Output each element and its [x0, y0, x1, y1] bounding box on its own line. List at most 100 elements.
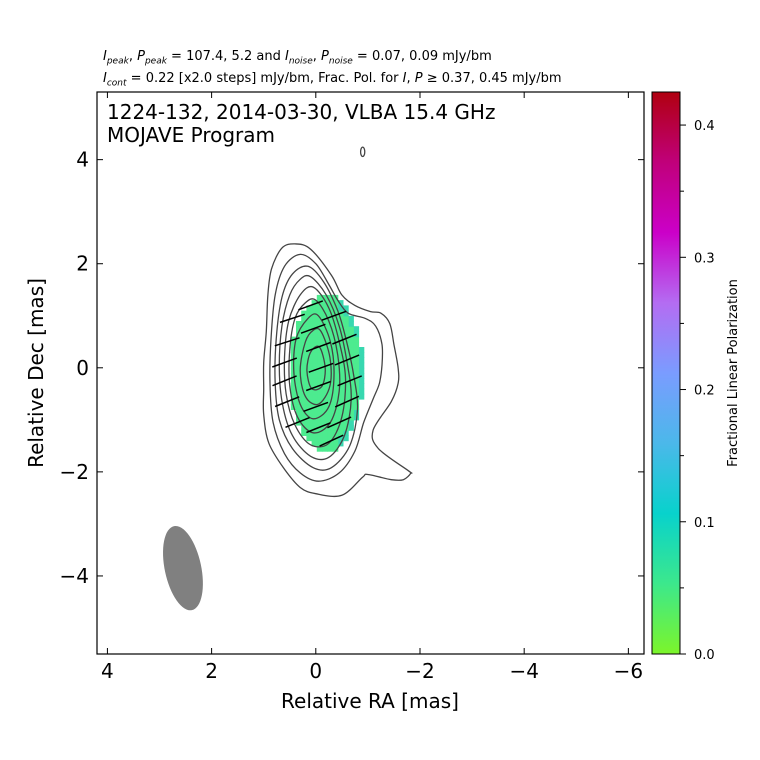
polarization-pixel — [342, 435, 349, 442]
colorbar-frame — [651, 91, 681, 655]
polarization-pixel — [337, 367, 344, 374]
polarization-pixel — [327, 435, 334, 442]
colorbar-tick-label: 0.1 — [694, 516, 715, 531]
polarization-pixel — [311, 331, 318, 338]
polarization-pixel — [348, 341, 354, 348]
polarization-pixel — [353, 399, 360, 405]
polarization-pixel — [322, 399, 328, 405]
polarization-pixel — [327, 367, 334, 374]
polarization-pixel — [353, 326, 360, 332]
polarization-pixel — [322, 430, 328, 436]
p-peak-sub: peak — [144, 56, 167, 67]
polarization-pixel — [311, 425, 318, 431]
polarization-pixel — [296, 321, 302, 327]
polarization-pixel — [316, 409, 323, 416]
polarization-pixel — [337, 336, 344, 343]
i-noise-label: I — [284, 49, 289, 64]
polarization-pixel — [322, 435, 328, 442]
polarization-pixel — [316, 393, 323, 400]
polarization-pixel — [290, 399, 297, 405]
polarization-pixel — [316, 388, 323, 395]
polarization-pixel — [301, 399, 307, 405]
polarization-pixel — [311, 440, 318, 447]
polarization-pixel — [311, 393, 318, 400]
polarization-pixel — [311, 315, 318, 322]
polarization-pixel — [342, 419, 349, 426]
polarization-pixel — [337, 414, 344, 421]
polarization-pixel — [311, 305, 318, 312]
polarization-pixel — [306, 419, 313, 426]
polarization-pixel — [332, 352, 339, 358]
polarization-pixel — [327, 404, 334, 410]
polarization-pixel — [306, 321, 313, 327]
polarization-pixel — [342, 404, 349, 410]
polarization-pixel — [296, 326, 302, 332]
polarization-pixel — [332, 300, 339, 306]
polarization-pixel — [332, 331, 339, 338]
contour-level-3 — [274, 265, 359, 471]
polarization-pixel — [332, 321, 339, 327]
polarization-pixel — [322, 404, 328, 410]
polarization-pixel — [301, 336, 307, 343]
peak-values: = 107.4, 5.2 and — [166, 49, 285, 64]
polarization-pixel — [316, 367, 323, 374]
polarization-pixel — [296, 347, 302, 353]
polarization-pixel — [353, 357, 360, 364]
polarization-pixel — [301, 347, 307, 353]
cont-text: = 0.22 [x2.0 steps] mJy/bm, Frac. Pol. f… — [126, 71, 403, 86]
y-tick-label: −4 — [60, 564, 89, 588]
polarization-pixel — [311, 409, 318, 416]
beam-ellipse — [163, 525, 203, 611]
evpa-stick — [334, 354, 360, 366]
polarization-pixel — [327, 362, 334, 369]
polarization-pixel — [316, 341, 323, 348]
plot-frame — [96, 91, 645, 655]
x-axis-label: Relative RA [mas] — [281, 689, 459, 713]
x-tick-label: −6 — [614, 659, 643, 683]
polarization-pixel — [322, 414, 328, 421]
polarization-pixel — [342, 393, 349, 400]
polarization-pixel — [316, 399, 323, 405]
polarization-pixel — [337, 378, 344, 384]
i-noise-sub: noise — [288, 56, 313, 67]
polarization-pixel — [337, 300, 344, 306]
polarization-pixel — [296, 378, 302, 384]
colorbar-tick-label: 0.3 — [694, 251, 715, 266]
polarization-pixel — [348, 331, 354, 338]
x-tick-label: 2 — [205, 659, 218, 683]
polarization-pixel — [290, 378, 297, 384]
polarization-pixel — [296, 388, 302, 395]
polarization-pixel — [327, 294, 334, 301]
polarization-pixel — [322, 300, 328, 306]
polarization-pixel — [337, 409, 344, 416]
polarization-pixel — [348, 315, 354, 322]
polarization-pixel — [342, 362, 349, 369]
polarization-pixel — [327, 414, 334, 421]
i-peak-label: I — [103, 49, 107, 64]
p-noise-label: P — [321, 49, 329, 64]
polarization-pixel — [353, 373, 360, 379]
polarization-pixel — [337, 404, 344, 410]
polarization-pixel — [353, 347, 360, 353]
polarization-pixel — [332, 388, 339, 395]
y-tick-label: −2 — [60, 460, 89, 484]
polarization-pixel — [316, 347, 323, 353]
polarization-pixel — [301, 362, 307, 369]
polarization-pixel — [316, 430, 323, 436]
polarization-pixel — [306, 393, 313, 400]
y-tick-label: 0 — [76, 356, 89, 380]
contour-level-1 — [262, 243, 413, 498]
polarization-pixel — [358, 347, 365, 353]
polarization-pixel — [306, 367, 313, 374]
polarization-pixel — [327, 341, 334, 348]
polarization-pixel — [296, 331, 302, 338]
polarization-pixel — [306, 336, 313, 343]
polarization-pixel — [348, 362, 354, 369]
polarization-pixel — [327, 305, 334, 312]
polarization-pixel — [327, 430, 334, 436]
polarization-pixel — [337, 383, 344, 390]
polarization-pixel — [311, 336, 318, 343]
polarization-pixel — [327, 315, 334, 322]
polarization-pixel — [311, 388, 318, 395]
